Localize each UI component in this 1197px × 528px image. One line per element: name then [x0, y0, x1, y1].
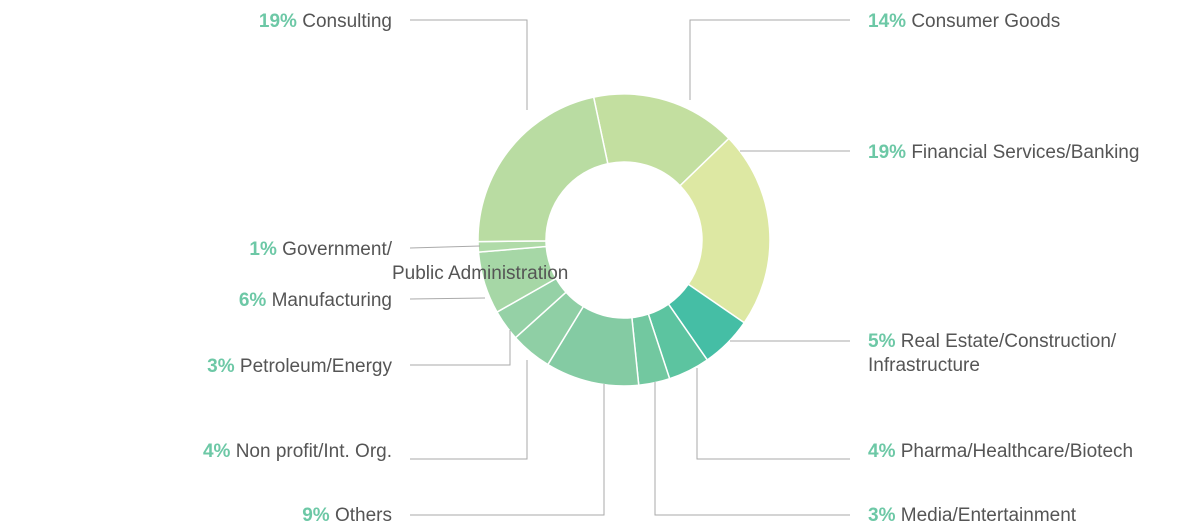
segment-label-cont: Infrastructure	[868, 355, 980, 376]
category-label: Pharma/Healthcare/Biotech	[901, 441, 1133, 462]
leader-line	[410, 330, 511, 366]
category-label: Others	[335, 505, 392, 526]
leader-line	[689, 19, 850, 100]
category-label: Non profit/Int. Org.	[236, 441, 392, 462]
percent-label: 6%	[239, 290, 267, 311]
leader-line	[696, 368, 850, 460]
leader-line	[410, 19, 528, 110]
segment-label: 4% Non profit/Int. Org.	[203, 441, 392, 462]
category-label: Consulting	[302, 11, 392, 32]
percent-label: 1%	[249, 239, 277, 260]
segment-label-cont: Public Administration	[392, 263, 568, 284]
leader-line	[409, 245, 481, 249]
segment-label: 3% Media/Entertainment	[868, 505, 1077, 526]
percent-label: 5%	[868, 331, 896, 352]
category-label: Petroleum/Energy	[240, 356, 393, 377]
percent-label: 19%	[259, 11, 297, 32]
segment-label: 9% Others	[302, 505, 392, 526]
percent-label: 4%	[203, 441, 231, 462]
category-label: Consumer Goods	[911, 11, 1060, 32]
segment-label: 3% Petroleum/Energy	[207, 356, 392, 377]
category-label: Government/	[282, 239, 393, 260]
segment-label: 1% Government/	[249, 239, 392, 260]
leader-line	[410, 384, 605, 516]
percent-label: 4%	[868, 441, 896, 462]
leader-line	[409, 297, 486, 300]
percent-label: 14%	[868, 11, 906, 32]
segment-label: 19% Consulting	[259, 11, 392, 32]
donut-segment	[477, 96, 609, 243]
segment-label: 4% Pharma/Healthcare/Biotech	[868, 441, 1133, 462]
percent-label: 19%	[868, 142, 906, 163]
category-label: Real Estate/Construction/	[901, 331, 1117, 352]
segment-label: 5% Real Estate/Construction/	[868, 331, 1117, 352]
donut-segment	[678, 137, 771, 324]
segment-label: 6% Manufacturing	[239, 290, 392, 311]
percent-label: 3%	[207, 356, 235, 377]
category-label: Media/Entertainment	[901, 505, 1077, 526]
category-label: Manufacturing	[272, 290, 392, 311]
category-label: Financial Services/Banking	[911, 142, 1139, 163]
segment-label: 19% Financial Services/Banking	[868, 142, 1139, 163]
leader-line	[410, 360, 528, 460]
segment-label: 14% Consumer Goods	[868, 11, 1060, 32]
leader-line	[654, 382, 850, 516]
percent-label: 9%	[302, 505, 330, 526]
percent-label: 3%	[868, 505, 896, 526]
